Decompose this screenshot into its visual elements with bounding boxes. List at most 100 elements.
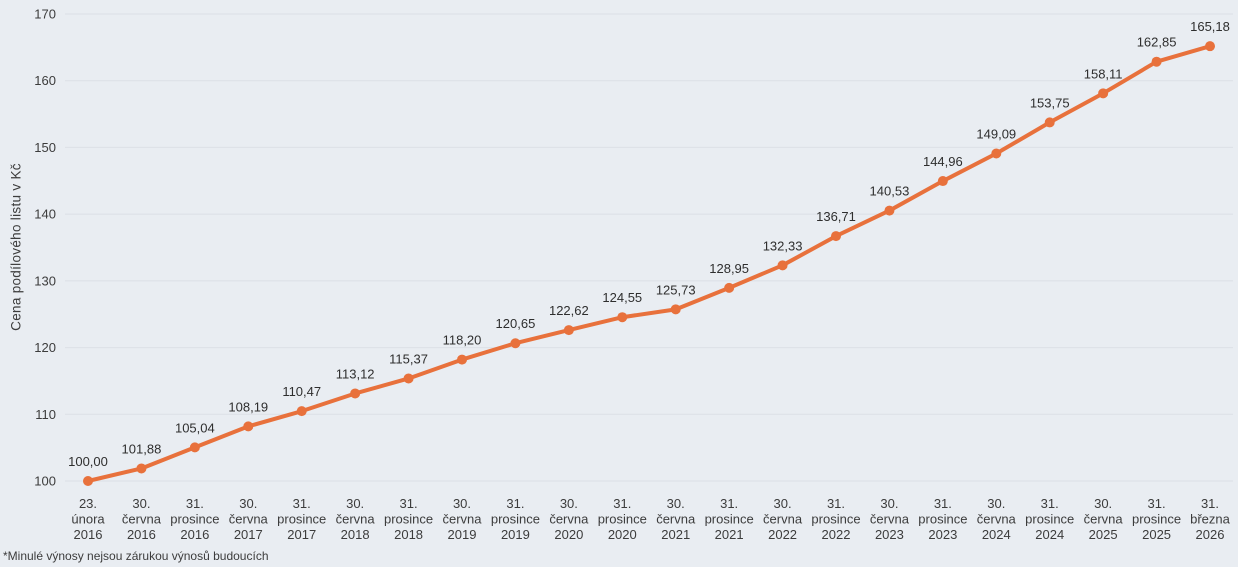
x-tick-label: 30. bbox=[132, 496, 150, 511]
x-tick-label: 31. bbox=[934, 496, 952, 511]
x-tick-label: března bbox=[1190, 512, 1231, 527]
data-point-marker[interactable] bbox=[296, 406, 307, 417]
data-point-label: 101,88 bbox=[122, 441, 162, 456]
x-tick-label: 31. bbox=[1041, 496, 1059, 511]
data-point-label: 122,62 bbox=[549, 303, 589, 318]
data-point-marker[interactable] bbox=[563, 325, 574, 336]
y-tick-label: 150 bbox=[34, 140, 56, 155]
disclaimer-footnote: *Minulé výnosy nejsou zárukou výnosů bud… bbox=[3, 549, 269, 563]
data-point-label: 124,55 bbox=[602, 290, 642, 305]
data-point-label: 162,85 bbox=[1137, 35, 1177, 50]
data-point-label: 140,53 bbox=[870, 184, 910, 199]
x-tick-label: 2023 bbox=[875, 527, 904, 542]
x-tick-label: 23. bbox=[79, 496, 97, 511]
x-tick-label: prosince bbox=[491, 512, 540, 527]
x-tick-label: 2025 bbox=[1089, 527, 1118, 542]
x-tick-label: 2017 bbox=[287, 527, 316, 542]
x-tick-label: 2022 bbox=[768, 527, 797, 542]
x-tick-label: 2019 bbox=[501, 527, 530, 542]
data-point-marker[interactable] bbox=[83, 476, 93, 486]
x-tick-label: června bbox=[1084, 512, 1124, 527]
x-tick-label: 31. bbox=[720, 496, 738, 511]
data-point-marker[interactable] bbox=[724, 282, 735, 293]
y-tick-label: 170 bbox=[34, 7, 56, 22]
x-tick-label: 31. bbox=[506, 496, 524, 511]
x-tick-label: prosince bbox=[705, 512, 754, 527]
data-point-marker[interactable] bbox=[350, 388, 361, 399]
x-tick-label: 30. bbox=[239, 496, 257, 511]
y-tick-label: 120 bbox=[34, 340, 56, 355]
x-tick-label: června bbox=[549, 512, 589, 527]
data-point-marker[interactable] bbox=[991, 148, 1002, 159]
x-tick-label: června bbox=[122, 512, 162, 527]
data-point-marker[interactable] bbox=[189, 442, 200, 453]
data-point-label: 100,00 bbox=[68, 454, 108, 469]
x-tick-label: 2020 bbox=[608, 527, 637, 542]
x-tick-label: června bbox=[870, 512, 910, 527]
x-tick-label: 2021 bbox=[715, 527, 744, 542]
data-point-marker[interactable] bbox=[937, 176, 948, 187]
data-point-marker[interactable] bbox=[243, 421, 254, 432]
x-tick-label: 31. bbox=[613, 496, 631, 511]
x-tick-label: 2022 bbox=[822, 527, 851, 542]
y-axis-title: Cena podílového listu v Kč bbox=[8, 163, 24, 331]
data-point-marker[interactable] bbox=[831, 231, 841, 242]
x-tick-label: 2023 bbox=[928, 527, 957, 542]
x-tick-label: 31. bbox=[400, 496, 418, 511]
data-point-label: 108,19 bbox=[228, 399, 268, 414]
x-tick-label: 31. bbox=[293, 496, 311, 511]
x-tick-label: prosince bbox=[277, 512, 326, 527]
x-tick-label: 30. bbox=[667, 496, 685, 511]
data-point-label: 110,47 bbox=[282, 384, 321, 399]
x-tick-label: prosince bbox=[811, 512, 860, 527]
x-tick-label: 30. bbox=[346, 496, 364, 511]
data-point-marker[interactable] bbox=[1205, 41, 1215, 52]
x-tick-label: 2018 bbox=[341, 527, 370, 542]
data-point-marker[interactable] bbox=[1044, 117, 1055, 128]
data-point-marker[interactable] bbox=[1098, 88, 1109, 99]
x-tick-label: 30. bbox=[987, 496, 1005, 511]
x-tick-label: 2019 bbox=[448, 527, 477, 542]
x-tick-label: února bbox=[71, 512, 105, 527]
x-tick-label: 2024 bbox=[1035, 527, 1064, 542]
x-tick-label: prosince bbox=[598, 512, 647, 527]
x-tick-label: prosince bbox=[384, 512, 433, 527]
data-point-label: 128,95 bbox=[709, 261, 749, 276]
x-tick-label: června bbox=[229, 512, 269, 527]
data-point-marker[interactable] bbox=[777, 260, 788, 271]
data-point-marker[interactable] bbox=[457, 354, 467, 365]
x-tick-label: prosince bbox=[1025, 512, 1074, 527]
x-tick-label: 2021 bbox=[661, 527, 690, 542]
x-tick-label: 2016 bbox=[180, 527, 209, 542]
data-point-marker[interactable] bbox=[670, 304, 681, 315]
x-tick-label: 2018 bbox=[394, 527, 423, 542]
data-point-marker[interactable] bbox=[884, 205, 895, 216]
data-point-marker[interactable] bbox=[617, 312, 628, 323]
data-point-label: 158,11 bbox=[1084, 66, 1123, 81]
data-point-marker[interactable] bbox=[510, 338, 521, 349]
x-tick-label: prosince bbox=[170, 512, 219, 527]
x-tick-label: 30. bbox=[560, 496, 578, 511]
data-point-label: 115,37 bbox=[389, 351, 428, 366]
data-point-marker[interactable] bbox=[1151, 56, 1162, 67]
x-tick-label: 30. bbox=[880, 496, 898, 511]
x-tick-label: června bbox=[336, 512, 376, 527]
data-point-marker[interactable] bbox=[136, 463, 147, 474]
data-point-label: 153,75 bbox=[1030, 95, 1070, 110]
x-tick-label: 2017 bbox=[234, 527, 263, 542]
data-point-label: 105,04 bbox=[175, 420, 215, 435]
price-line bbox=[86, 44, 1212, 483]
x-tick-label: 2016 bbox=[74, 527, 103, 542]
x-tick-label: 31. bbox=[1148, 496, 1166, 511]
data-point-label: 125,73 bbox=[656, 282, 696, 297]
data-point-marker[interactable] bbox=[403, 373, 414, 384]
data-point-label: 113,12 bbox=[336, 366, 375, 381]
x-tick-label: 2024 bbox=[982, 527, 1011, 542]
x-tick-label: 31. bbox=[827, 496, 845, 511]
data-point-label: 132,33 bbox=[763, 238, 803, 253]
data-point-label: 149,09 bbox=[976, 126, 1016, 141]
x-tick-label: 30. bbox=[1094, 496, 1112, 511]
x-tick-label: 31. bbox=[186, 496, 204, 511]
